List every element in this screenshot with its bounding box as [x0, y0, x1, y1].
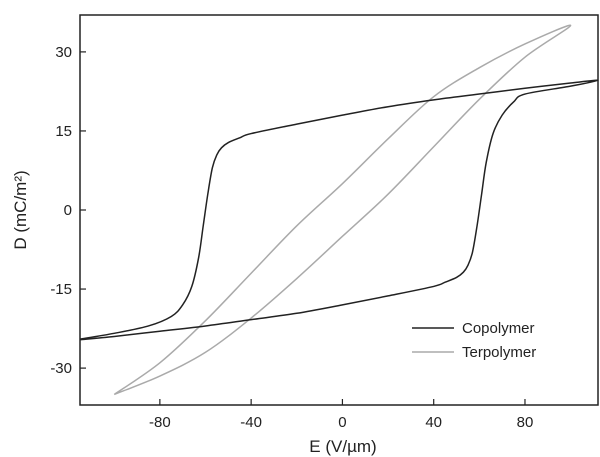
y-tick-label: 0 [64, 202, 72, 219]
x-tick-label: -40 [240, 414, 262, 431]
series-line-terpolymer [113, 24, 572, 396]
x-tick-label: 40 [425, 414, 442, 431]
ticks-layer: -80 -40 0 40 80 -30 -15 0 15 30 [50, 44, 533, 431]
series-line-copolymer [79, 79, 599, 341]
y-tick-label: 30 [55, 44, 72, 61]
y-axis-title: D (mC/m²) [11, 170, 30, 249]
x-tick-label: 0 [338, 414, 346, 431]
y-tick-label: 15 [55, 123, 72, 140]
x-tick-label: -80 [149, 414, 171, 431]
series-layer [79, 24, 599, 396]
y-tick-label: -30 [50, 360, 72, 377]
legend: Copolymer Terpolymer [412, 320, 536, 361]
legend-label-terpolymer: Terpolymer [462, 344, 536, 361]
x-tick-label: 80 [517, 414, 534, 431]
legend-label-copolymer: Copolymer [462, 320, 535, 337]
y-tick-label: -15 [50, 281, 72, 298]
x-axis-title: E (V/µm) [309, 437, 376, 456]
